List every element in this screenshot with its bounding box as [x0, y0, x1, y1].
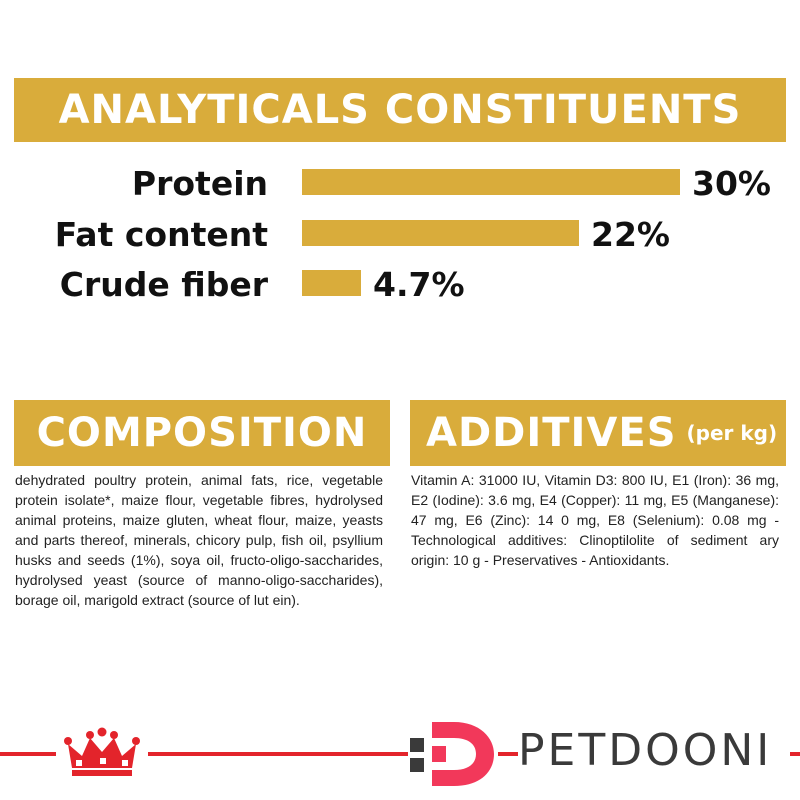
analytic-bar: [302, 220, 579, 246]
additives-text: Vitamin A: 31000 IU, Vitamin D3: 800 IU,…: [411, 472, 779, 568]
analytic-bar: [302, 169, 680, 195]
analytic-label: Crude fiber: [59, 265, 268, 304]
analytic-value: 30%: [692, 164, 771, 203]
brand-name: PETDOONI: [518, 726, 790, 776]
analytic-value: 4.7%: [373, 265, 465, 304]
petdooni-logo-icon: [408, 722, 498, 786]
analytic-bar: [302, 270, 361, 296]
analytic-label: Protein: [131, 164, 268, 203]
footer-divider: [0, 752, 800, 756]
analytic-label: Fat content: [54, 215, 268, 254]
analytics-title: ANALYTICALS CONSTITUENTS: [58, 87, 742, 133]
analytics-banner: ANALYTICALS CONSTITUENTS: [14, 78, 786, 142]
additives-banner: ADDITIVES (per kg): [410, 400, 786, 466]
additives-title: ADDITIVES: [426, 410, 677, 456]
analytic-value: 22%: [591, 215, 670, 254]
composition-text: dehydrated poultry protein, animal fats,…: [15, 472, 383, 608]
composition-banner: COMPOSITION: [14, 400, 390, 466]
analytic-row-fat: Fat content 22%: [0, 213, 800, 257]
composition-title: COMPOSITION: [36, 410, 368, 456]
analytic-row-protein: Protein 30%: [0, 162, 800, 206]
analytic-row-fiber: Crude fiber 4.7%: [0, 263, 800, 307]
additives-unit: (per kg): [686, 421, 778, 445]
crown-icon: [56, 727, 148, 776]
